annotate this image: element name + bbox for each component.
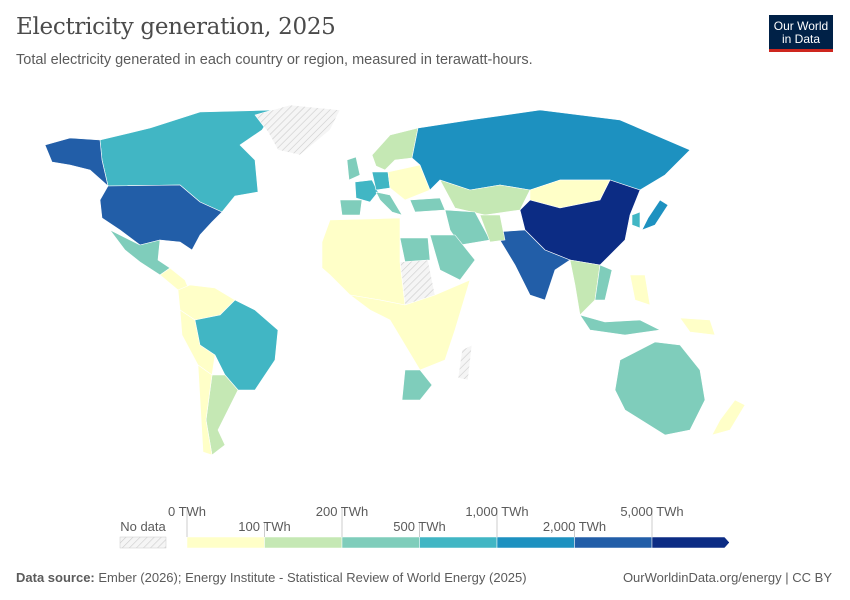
legend-no-data-swatch — [119, 536, 167, 549]
source-text: Ember (2026); Energy Institute - Statist… — [98, 570, 527, 585]
region-india[interactable]: India — [494, 229, 571, 301]
region-indonesia[interactable]: Indonesia — [579, 314, 661, 336]
region-central-africa[interactable]: Central Africa — [349, 279, 471, 371]
region-philippines[interactable]: Philippines — [629, 274, 651, 306]
region-south-africa[interactable]: South Africa — [401, 369, 433, 401]
region-southeast-asia[interactable]: Southeast Asia — [569, 259, 601, 316]
chart-title: Electricity generation, 2025 — [16, 14, 336, 40]
owid-logo[interactable]: Our World in Data — [769, 15, 833, 52]
region-egypt[interactable]: Egypt — [399, 237, 431, 263]
legend-no-data-label: No data — [120, 519, 166, 534]
region-france[interactable]: France — [354, 179, 379, 203]
region-australia[interactable]: Australia — [614, 341, 706, 436]
region-north-africa[interactable]: North Africa — [321, 217, 406, 306]
region-saudi-arabia[interactable]: Saudi Arabia — [429, 234, 476, 281]
region-greenland[interactable]: Greenland — [254, 104, 341, 156]
region-turkey[interactable]: Turkey — [409, 197, 446, 213]
region-south-korea[interactable]: South Korea — [631, 211, 641, 229]
region-united-kingdom[interactable]: United Kingdom — [346, 156, 361, 181]
source-label: Data source: — [16, 570, 95, 585]
region-kazakhstan[interactable]: Kazakhstan — [439, 179, 531, 216]
legend-bin-swatch — [341, 536, 420, 549]
region-pakistan[interactable]: Pakistan — [479, 214, 506, 243]
region-argentina[interactable]: Argentina — [205, 374, 239, 456]
region-new-zealand[interactable]: New Zealand — [711, 399, 746, 436]
data-source: Data source: Ember (2026); Energy Instit… — [16, 570, 527, 585]
region-papua-new-guinea[interactable]: Papua New Guinea — [679, 317, 716, 336]
region-alaska[interactable]: Alaska — [44, 137, 109, 187]
region-russia[interactable]: Russia — [411, 109, 691, 191]
world-map: CanadaUnited StatesAlaskaGreenlandMexico… — [44, 104, 746, 456]
region-vietnam[interactable]: Vietnam — [594, 264, 613, 301]
legend-bin-swatch — [419, 536, 498, 549]
legend-bin-swatch — [574, 536, 653, 549]
legend-tick-label: 0 TWh — [168, 504, 206, 519]
region-eastern-europe[interactable]: Eastern Europe — [387, 164, 431, 201]
footer-link[interactable]: OurWorldinData.org/energy | CC BY — [622, 570, 832, 585]
region-madagascar[interactable]: Madagascar — [457, 344, 473, 381]
region-brazil[interactable]: Brazil — [194, 299, 279, 391]
legend-bin-swatch — [496, 536, 575, 549]
region-scandinavia[interactable]: Scandinavia — [371, 127, 419, 171]
region-spain[interactable]: Spain — [339, 199, 363, 216]
region-united-states[interactable]: United States — [99, 184, 223, 251]
legend-tick-label: 1,000 TWh — [465, 504, 528, 519]
legend-bin-swatch — [264, 536, 343, 549]
chart-subtitle: Total electricity generated in each coun… — [16, 52, 533, 68]
legend-bin-swatch — [651, 536, 730, 549]
legend-tick-label: 200 TWh — [316, 504, 369, 519]
region-japan[interactable]: Japan — [641, 199, 669, 231]
region-italy[interactable]: Italy — [375, 191, 403, 216]
legend-bin-swatch — [186, 536, 265, 549]
legend-tick-label: 2,000 TWh — [543, 519, 606, 534]
legend-tick-label: 5,000 TWh — [620, 504, 683, 519]
region-chile[interactable]: Chile — [197, 364, 213, 456]
legend-tick-label: 100 TWh — [238, 519, 291, 534]
legend-tick-label: 500 TWh — [393, 519, 446, 534]
